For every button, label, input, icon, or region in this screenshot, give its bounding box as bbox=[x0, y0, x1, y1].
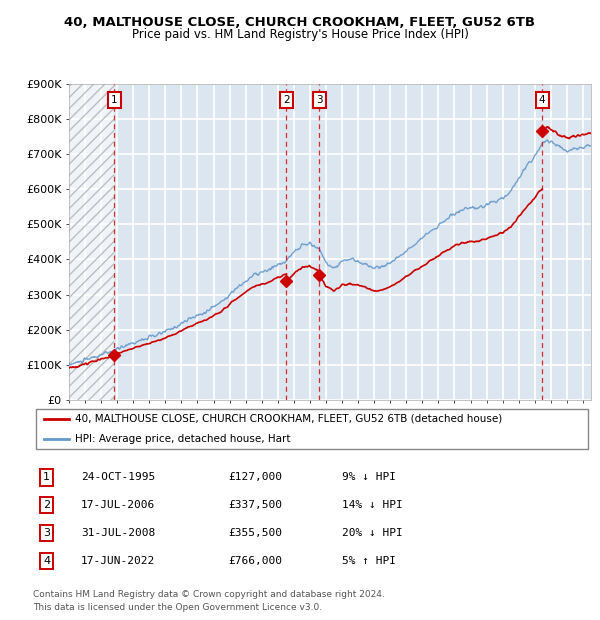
Text: 4: 4 bbox=[539, 95, 545, 105]
Text: 1: 1 bbox=[43, 472, 50, 482]
Text: Contains HM Land Registry data © Crown copyright and database right 2024.: Contains HM Land Registry data © Crown c… bbox=[33, 590, 385, 600]
Text: 4: 4 bbox=[43, 556, 50, 566]
Text: 40, MALTHOUSE CLOSE, CHURCH CROOKHAM, FLEET, GU52 6TB (detached house): 40, MALTHOUSE CLOSE, CHURCH CROOKHAM, FL… bbox=[75, 414, 502, 424]
Text: 17-JUL-2006: 17-JUL-2006 bbox=[81, 500, 155, 510]
Text: 31-JUL-2008: 31-JUL-2008 bbox=[81, 528, 155, 538]
Text: 5% ↑ HPI: 5% ↑ HPI bbox=[342, 556, 396, 566]
Text: This data is licensed under the Open Government Licence v3.0.: This data is licensed under the Open Gov… bbox=[33, 603, 322, 612]
Text: 3: 3 bbox=[43, 528, 50, 538]
Bar bbox=[69, 84, 114, 400]
Text: £127,000: £127,000 bbox=[228, 472, 282, 482]
Text: 14% ↓ HPI: 14% ↓ HPI bbox=[342, 500, 403, 510]
FancyBboxPatch shape bbox=[36, 409, 588, 449]
Text: 3: 3 bbox=[316, 95, 323, 105]
Text: 20% ↓ HPI: 20% ↓ HPI bbox=[342, 528, 403, 538]
Text: 17-JUN-2022: 17-JUN-2022 bbox=[81, 556, 155, 566]
Text: £766,000: £766,000 bbox=[228, 556, 282, 566]
Text: £337,500: £337,500 bbox=[228, 500, 282, 510]
Text: £355,500: £355,500 bbox=[228, 528, 282, 538]
Text: 9% ↓ HPI: 9% ↓ HPI bbox=[342, 472, 396, 482]
Text: 40, MALTHOUSE CLOSE, CHURCH CROOKHAM, FLEET, GU52 6TB: 40, MALTHOUSE CLOSE, CHURCH CROOKHAM, FL… bbox=[65, 16, 536, 29]
Text: Price paid vs. HM Land Registry's House Price Index (HPI): Price paid vs. HM Land Registry's House … bbox=[131, 28, 469, 41]
Text: 24-OCT-1995: 24-OCT-1995 bbox=[81, 472, 155, 482]
Text: 2: 2 bbox=[43, 500, 50, 510]
Text: HPI: Average price, detached house, Hart: HPI: Average price, detached house, Hart bbox=[75, 434, 290, 445]
Text: 1: 1 bbox=[111, 95, 118, 105]
Text: 2: 2 bbox=[283, 95, 290, 105]
